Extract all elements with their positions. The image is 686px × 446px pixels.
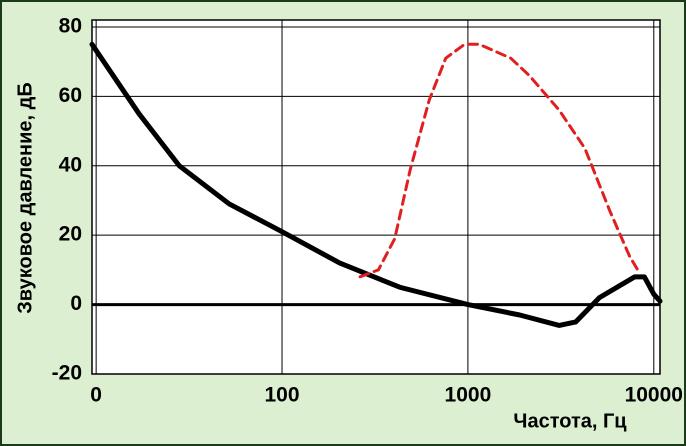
x-tick-label: 10000 bbox=[625, 384, 683, 407]
y-tick-label: 40 bbox=[59, 153, 82, 176]
y-tick-label: -20 bbox=[52, 362, 82, 385]
y-tick-label: 0 bbox=[70, 292, 82, 315]
plot-background bbox=[91, 19, 661, 375]
y-tick-label: 20 bbox=[59, 223, 82, 246]
x-tick-label: 1000 bbox=[445, 384, 492, 407]
line bbox=[358, 42, 642, 279]
line bbox=[89, 41, 663, 328]
y-axis-label: Звуковое давление, дБ bbox=[14, 82, 36, 313]
x-tick-label: 0 bbox=[90, 384, 102, 407]
y-tick-label: 80 bbox=[59, 14, 82, 37]
y-tick-label: 60 bbox=[59, 84, 82, 107]
x-axis-label: Частота, Гц bbox=[513, 410, 627, 432]
x-tick-label: 100 bbox=[264, 384, 299, 407]
